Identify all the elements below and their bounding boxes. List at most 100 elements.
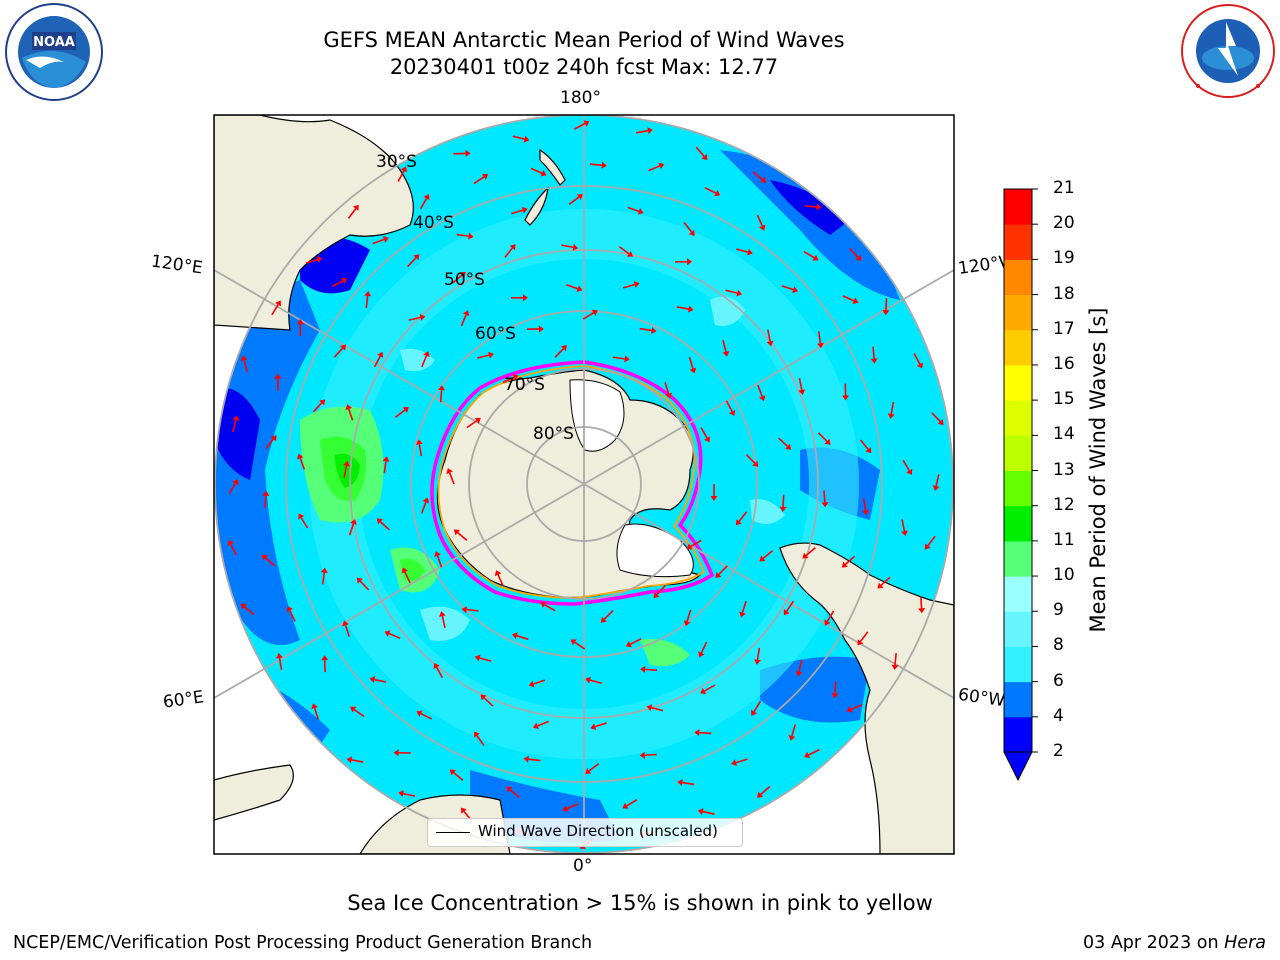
wave-arrow-head <box>364 291 372 297</box>
wave-arrow-head <box>342 620 349 627</box>
wave-arrow-shaft <box>805 547 816 557</box>
wave-arrow-shaft <box>704 684 716 692</box>
wave-arrow-shaft <box>300 517 309 529</box>
wave-arrow-head <box>480 694 487 701</box>
wave-arrow-head <box>474 654 481 662</box>
colorbar-tick-label: 21 <box>1053 178 1075 198</box>
wave-arrow-head <box>415 439 423 445</box>
colorbar-segment <box>1004 224 1032 260</box>
wave-arrow-head <box>570 639 577 646</box>
wave-arrow-head <box>384 630 391 637</box>
colorbar-segment <box>1004 505 1032 542</box>
wave-arrow-head <box>509 244 516 251</box>
wave-arrow-shaft <box>676 306 689 310</box>
wave-arrow-shaft <box>635 129 649 134</box>
wave-arrow-shaft <box>343 465 348 478</box>
wave-arrow-shaft <box>574 641 586 650</box>
wave-arrow-head <box>916 362 923 369</box>
wave-arrow-head <box>824 438 831 445</box>
wave-arrow-shaft <box>228 482 237 495</box>
wave-arrow-shaft <box>271 304 279 316</box>
wave-arrow-shaft <box>502 376 515 384</box>
wave-arrow-head <box>862 509 870 516</box>
colorbar-tick-label: 16 <box>1053 353 1075 374</box>
wave-arrow-shaft <box>603 610 614 620</box>
wave-arrow-shaft <box>466 420 478 429</box>
wave-arrow-shaft <box>913 353 921 365</box>
wave-arrow-head <box>788 735 796 741</box>
wave-arrow-shaft <box>348 523 355 536</box>
wave-arrow-head <box>506 786 513 793</box>
wave-arrow-shaft <box>439 390 443 403</box>
colorbar <box>1003 188 1038 782</box>
wave-arrow-shaft <box>232 420 237 433</box>
wave-arrow-shaft <box>725 289 738 294</box>
colorbar-extend-arrow <box>1003 751 1033 782</box>
wave-arrow-shaft <box>589 679 602 684</box>
wave-arrow-head <box>759 555 766 562</box>
wave-arrow-shaft <box>778 437 789 447</box>
wave-arrow-shaft <box>781 285 794 291</box>
wave-arrow-head <box>932 485 940 491</box>
wave-arrow-shaft <box>403 792 416 797</box>
wave-arrow-head <box>468 232 474 240</box>
wave-arrow-shaft <box>573 122 586 130</box>
wave-arrow-shaft <box>347 208 357 219</box>
wave-arrow-head <box>714 189 721 197</box>
wave-arrow-shaft <box>568 196 580 206</box>
wave-arrow-shaft <box>479 657 492 662</box>
wave-arrow-shaft <box>894 652 897 666</box>
wave-arrow-head <box>715 571 722 578</box>
wave-arrow-head <box>722 350 730 357</box>
wave-arrow-head <box>350 706 357 713</box>
wave-arrow-shaft <box>420 712 433 720</box>
colorbar-segment <box>1004 611 1032 647</box>
wave-arrow-head <box>639 751 645 759</box>
footer-machine: Hera <box>1224 933 1266 953</box>
nws-logo <box>1181 4 1275 98</box>
wave-arrow-head <box>779 506 787 512</box>
wave-arrow-head <box>232 415 240 422</box>
wave-arrow-head <box>906 468 913 475</box>
colorbar-tick-label: 10 <box>1053 565 1075 586</box>
wave-arrow-head <box>785 443 792 450</box>
wave-arrow-head <box>261 554 268 561</box>
wave-arrow-head <box>494 570 502 577</box>
polar-map <box>213 114 955 855</box>
wave-arrow-head <box>433 662 440 670</box>
wave-arrow-head <box>697 808 704 816</box>
wave-arrow-head <box>474 417 481 424</box>
wave-arrow-shaft <box>859 631 869 642</box>
wave-arrow-shaft <box>931 412 941 423</box>
wave-arrow-head <box>590 723 597 730</box>
wave-arrow-head <box>321 655 329 661</box>
colorbar-tick-label: 11 <box>1053 529 1075 550</box>
colorbar-tick-label: 4 <box>1053 705 1064 726</box>
wave-arrow-shaft <box>441 615 446 628</box>
wave-arrow-head <box>698 651 705 658</box>
wave-arrow-shaft <box>344 625 351 637</box>
wave-arrow-shaft <box>718 565 728 575</box>
wave-arrow-shaft <box>436 555 443 568</box>
wave-arrow-head <box>795 670 803 677</box>
wind-wave-arrows <box>227 120 944 849</box>
wave-arrow-shaft <box>312 402 323 413</box>
wave-arrow-shaft <box>448 472 455 485</box>
colorbar-tick-label: 15 <box>1053 389 1075 410</box>
wave-arrow-head <box>700 687 707 694</box>
wave-arrow-head <box>356 577 363 584</box>
wave-arrow-shaft <box>561 244 574 249</box>
wave-arrow-head <box>804 751 811 759</box>
wave-arrow-shaft <box>704 187 717 194</box>
wave-arrow-shaft <box>798 378 803 391</box>
wave-arrow-shaft <box>817 331 822 344</box>
wave-arrow-shaft <box>927 535 936 547</box>
wave-arrow-head <box>710 496 718 501</box>
wave-arrow-shaft <box>278 657 283 670</box>
wave-arrow-shaft <box>509 789 520 799</box>
wave-arrow-head <box>689 367 697 374</box>
colorbar-segment <box>1004 646 1032 683</box>
wave-arrow-head <box>754 659 761 665</box>
wave-arrow-shaft <box>477 354 490 359</box>
wave-arrow-head <box>701 154 708 161</box>
